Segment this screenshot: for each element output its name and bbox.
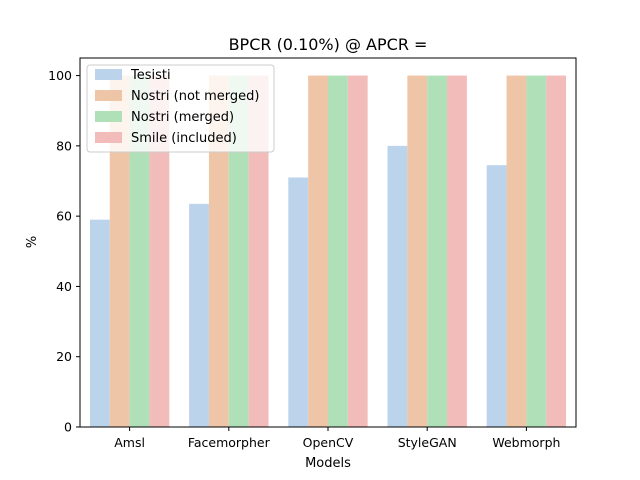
y-axis-ticks: 0 20 40 60 80 100 [48,68,80,435]
legend-swatch [95,132,122,143]
bar-tesisti-stylegan [387,145,408,427]
x-tick-label: OpenCV [303,435,354,450]
legend: Tesisti Nostri (not merged) Nostri (merged… [86,64,275,153]
x-axis-label: Models [305,456,351,471]
bar-tesisti-facemorpher [189,203,209,427]
bar-nostri-merged-amsl [129,75,150,428]
x-tick-label: Webmorph [492,435,560,450]
bar-smile-included-opencv [347,75,368,428]
bar-nostri-merged-stylegan [427,75,448,428]
y-tick-label: 100 [48,68,72,83]
legend-entry-label: Tesisti [130,68,171,83]
legend-entry-label: Smile (included) [131,131,237,146]
y-tick-label: 0 [64,420,72,435]
bar-nostri-merged-opencv [328,75,348,428]
bar-nostri-merged-facemorpher [228,75,249,428]
legend-entry-label: Nostri (not merged) [131,89,259,104]
x-tick-label: Facemorpher [188,435,271,450]
bar-nostri-not-merged-stylegan [407,75,428,428]
x-tick-label: Amsl [114,435,145,450]
bars-layer [89,75,567,428]
bar-tesisti-opencv [288,177,309,427]
bar-smile-included-stylegan [447,75,467,428]
legend-entry-label: Nostri (merged) [131,110,234,125]
y-tick-label: 80 [56,138,72,153]
bar-nostri-not-merged-opencv [308,75,328,428]
y-axis-label: % [25,236,40,248]
bar-smile-included-amsl [149,75,170,428]
bar-smile-included-webmorph [546,75,567,428]
y-tick-label: 20 [56,349,72,364]
bar-nostri-not-merged-amsl [109,75,130,428]
x-tick-label: StyleGAN [398,435,457,450]
bar-nostri-merged-webmorph [526,75,547,428]
y-tick-label: 60 [56,209,72,224]
bar-nostri-not-merged-facemorpher [208,75,229,428]
y-tick-label: 40 [56,279,72,294]
bar-smile-included-facemorpher [248,75,269,428]
legend-frame [86,64,275,153]
chart-title: BPCR (0.10%) @ APCR = [229,35,428,54]
bar-tesisti-webmorph [486,165,507,427]
legend-swatch [95,69,122,80]
legend-swatch [95,111,122,122]
legend-swatch [95,90,122,101]
bar-tesisti-amsl [89,219,110,427]
x-axis-ticks: Amsl Facemorpher OpenCV StyleGAN Webmorph [114,427,560,450]
bar-nostri-not-merged-webmorph [506,75,527,428]
